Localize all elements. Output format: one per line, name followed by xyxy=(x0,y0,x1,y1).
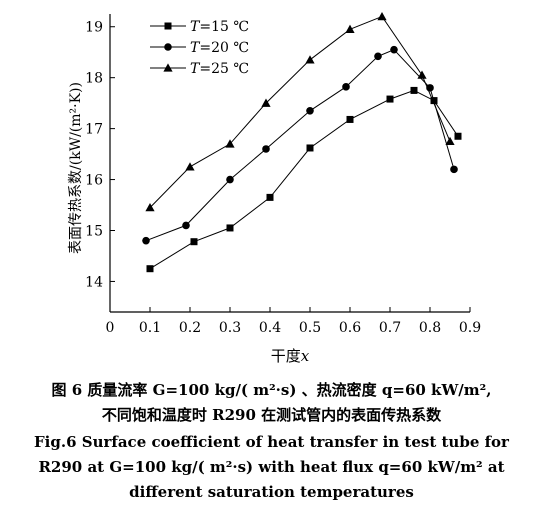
x-tick-label: 0.2 xyxy=(179,320,201,336)
data-point xyxy=(410,86,418,94)
plot-frame xyxy=(109,14,470,313)
x-axis-label: 干度x xyxy=(271,347,310,365)
x-axis-label-var: x xyxy=(301,347,310,365)
series-layer xyxy=(142,11,462,273)
y-tick-label: 19 xyxy=(85,20,103,36)
series-line xyxy=(145,49,455,242)
data-point xyxy=(450,165,458,174)
data-point xyxy=(142,236,150,245)
x-tick-label: 0 xyxy=(106,320,115,336)
caption-en-line-2: R290 at G=100 kg/( m²·s) with heat flux … xyxy=(38,458,505,476)
legend-marker xyxy=(163,63,173,72)
data-point xyxy=(377,11,387,21)
legend-item: T=20 ℃ xyxy=(150,40,249,56)
y-tick-label: 14 xyxy=(85,274,103,290)
x-tick-label: 0.3 xyxy=(219,320,241,336)
caption-chinese: 图 6 质量流率 G=100 kg/( m²·s) 、热流密度 q=60 kW/… xyxy=(0,378,543,428)
series-triangle xyxy=(145,11,455,212)
legend-label: T=25 ℃ xyxy=(190,61,249,77)
x-tick-label: 0.6 xyxy=(339,320,361,336)
x-axis-label-text: 干度 xyxy=(271,347,301,365)
x-tick-label: 0.9 xyxy=(459,320,481,336)
caption-cn-line-1: 图 6 质量流率 G=100 kg/( m²·s) 、热流密度 q=60 kW/… xyxy=(51,381,492,399)
legend-label-var: T xyxy=(190,19,201,35)
data-point xyxy=(146,265,154,273)
data-point xyxy=(445,136,455,146)
y-tick-label: 17 xyxy=(85,122,103,138)
data-point xyxy=(185,162,195,171)
legend-label-text: =20 ℃ xyxy=(199,40,249,56)
data-point xyxy=(225,139,235,148)
data-point xyxy=(345,24,355,33)
legend-label: T=15 ℃ xyxy=(190,19,249,35)
legend-label-text: =15 ℃ xyxy=(199,19,249,35)
x-ticks: 0 0.1 0.2 0.3 0.4 0.5 0.6 0.7 0.8 0.9 xyxy=(106,307,481,336)
data-point xyxy=(226,175,234,184)
legend-label-text: =25 ℃ xyxy=(199,61,249,77)
y-ticks: 14 15 16 17 18 19 xyxy=(85,20,115,290)
legend-item: T=15 ℃ xyxy=(150,19,249,35)
y-axis-label: 表面传热系数/(kW/(m²·K)) xyxy=(68,82,84,254)
data-point xyxy=(305,55,315,64)
data-point xyxy=(417,70,427,79)
data-point xyxy=(342,83,350,91)
legend-marker xyxy=(164,22,172,30)
data-point xyxy=(261,98,271,107)
data-point xyxy=(190,238,198,246)
series-circle xyxy=(142,45,458,245)
data-point xyxy=(374,52,382,61)
data-point xyxy=(390,45,398,54)
legend-label: T=20 ℃ xyxy=(190,40,249,56)
series-square xyxy=(146,86,462,273)
legend: T=15 ℃T=20 ℃T=25 ℃ xyxy=(150,19,249,77)
y-tick-label: 16 xyxy=(85,173,103,189)
data-point xyxy=(306,106,314,115)
data-point xyxy=(346,115,354,123)
data-point xyxy=(226,224,234,232)
x-tick-label: 0.1 xyxy=(139,320,161,336)
y-tick-label: 15 xyxy=(85,223,103,239)
x-tick-label: 0.7 xyxy=(379,320,401,336)
x-tick-label: 0.5 xyxy=(299,320,321,336)
caption-en-line-3: different saturation temperatures xyxy=(129,483,414,501)
chart: 0 0.1 0.2 0.3 0.4 0.5 0.6 0.7 0.8 0.9 14151617181… xyxy=(68,11,481,365)
x-tick-label: 0.4 xyxy=(259,320,281,336)
legend-label-var: T xyxy=(190,61,201,77)
data-point xyxy=(454,132,462,140)
data-point xyxy=(386,95,394,103)
caption-cn-line-2: 不同饱和温度时 R290 在测试管内的表面传热系数 xyxy=(101,406,442,424)
data-point xyxy=(182,221,190,230)
data-point xyxy=(266,193,274,201)
legend-item: T=25 ℃ xyxy=(150,61,249,77)
data-point xyxy=(306,144,314,152)
legend-label-var: T xyxy=(190,40,201,56)
legend-marker xyxy=(164,43,172,51)
data-point xyxy=(262,145,270,153)
y-tick-label: 18 xyxy=(85,71,103,87)
series-line xyxy=(149,89,459,270)
caption-english: Fig.6 Surface coefficient of heat transf… xyxy=(0,430,543,505)
caption-en-line-1: Fig.6 Surface coefficient of heat transf… xyxy=(34,433,509,451)
data-point xyxy=(145,202,155,212)
x-tick-label: 0.8 xyxy=(419,320,441,336)
